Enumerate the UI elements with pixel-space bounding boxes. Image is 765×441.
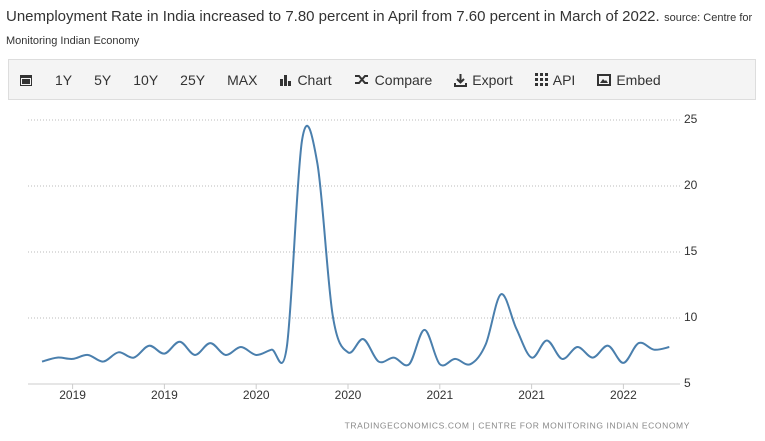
series-line — [41, 124, 670, 367]
chart-icon — [280, 75, 292, 86]
compare-button[interactable]: Compare — [354, 71, 433, 88]
export-button[interactable]: Export — [454, 71, 513, 88]
x-tick-label: 2020 — [335, 388, 362, 402]
export-icon — [454, 73, 468, 87]
y-tick-label: 20 — [684, 178, 698, 192]
x-tick-label: 2019 — [59, 388, 86, 402]
button-label: Export — [472, 71, 513, 88]
range-button[interactable]: MAX — [227, 71, 258, 88]
range-button[interactable]: 10Y — [133, 71, 159, 88]
button-label: API — [552, 71, 576, 88]
api-button[interactable]: API — [534, 71, 576, 88]
calendar-icon[interactable] — [19, 73, 33, 87]
range-button[interactable]: 25Y — [180, 71, 206, 88]
title: Unemployment Rate in India increased to … — [6, 8, 660, 25]
button-label: Compare — [374, 71, 433, 88]
x-tick-label: 2021 — [518, 388, 545, 402]
y-tick-label: 25 — [684, 112, 698, 126]
x-tick-label: 2019 — [151, 388, 178, 402]
x-tick-label: 2020 — [243, 388, 270, 402]
y-tick-label: 5 — [684, 376, 691, 390]
embed-icon — [597, 73, 612, 86]
range-button[interactable]: 1Y — [55, 71, 73, 88]
toolbar: 1Y 5Y 10Y 25Y MAX Chart Compare Export A… — [8, 59, 756, 100]
button-label: Embed — [616, 71, 661, 88]
y-tick-label: 15 — [684, 244, 698, 258]
y-tick-label: 10 — [684, 310, 698, 324]
x-tick-label: 2021 — [426, 388, 453, 402]
api-icon — [534, 73, 548, 86]
header: Unemployment Rate in India increased to … — [6, 6, 756, 52]
chart-button[interactable]: Chart — [279, 71, 332, 88]
x-tick-label: 2022 — [610, 388, 637, 402]
source: source: Centre for Monitoring Indian Eco… — [6, 12, 753, 47]
embed-button[interactable]: Embed — [597, 71, 661, 88]
compare-icon — [354, 75, 368, 84]
range-button[interactable]: 5Y — [94, 71, 112, 88]
button-label: Chart — [297, 71, 332, 88]
footer: TRADINGECONOMICS.COM | CENTRE FOR MONITO… — [345, 420, 690, 430]
